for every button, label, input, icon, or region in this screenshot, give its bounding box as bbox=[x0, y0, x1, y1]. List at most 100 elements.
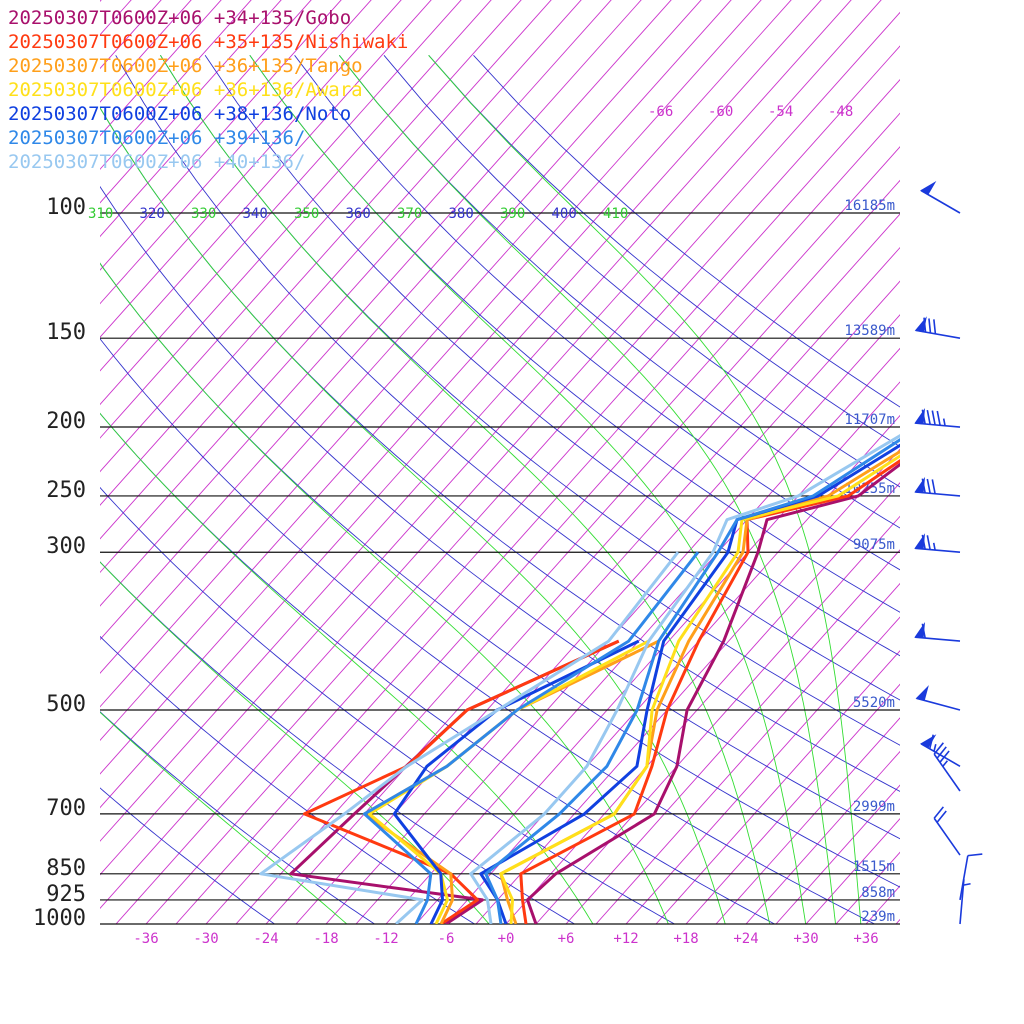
legend-entry: 20250307T0600Z+06 +36+135/Tango bbox=[8, 55, 363, 77]
wind-barb-flag bbox=[928, 318, 932, 334]
dewpoint-profile-line bbox=[302, 639, 620, 924]
theta-label: 370 bbox=[397, 206, 422, 222]
isotherm-top-label: -48 bbox=[828, 104, 853, 120]
isotherm-line bbox=[295, 246, 900, 924]
wind-barb-flag bbox=[921, 478, 926, 494]
temperature-profile-line bbox=[499, 449, 900, 924]
height-label: 13589m bbox=[844, 323, 895, 339]
wind-barb-flag bbox=[936, 746, 947, 759]
wind-barb-flag bbox=[928, 734, 935, 749]
dry-adiabat-line bbox=[100, 635, 476, 924]
wind-barb-pennant bbox=[915, 685, 929, 702]
wind-barb-flag bbox=[926, 478, 931, 494]
theta-label: 350 bbox=[294, 206, 319, 222]
height-label: 239m bbox=[861, 909, 895, 925]
theta-label: 380 bbox=[449, 206, 474, 222]
x-tick-label: -12 bbox=[373, 931, 398, 947]
dry-adiabat-line bbox=[115, 55, 900, 746]
wind-barb-flag bbox=[923, 317, 927, 333]
wind-barb-flag bbox=[936, 810, 947, 823]
wind-barb-half-flag bbox=[932, 542, 936, 551]
legend-entry: 20250307T0600Z+06 +39+136/ bbox=[8, 127, 305, 149]
moist-adiabat-line bbox=[100, 711, 348, 924]
moist-adiabat-line bbox=[100, 561, 490, 924]
moist-adiabat-line bbox=[338, 55, 836, 924]
temperature-profile-line bbox=[499, 454, 900, 924]
wind-barb-flag bbox=[939, 750, 950, 763]
isotherm-line bbox=[565, 549, 900, 924]
isotherm-line bbox=[475, 448, 900, 924]
isotherm-line bbox=[655, 650, 900, 924]
dry-adiabat-line bbox=[338, 55, 900, 529]
isotherm-top-label: -60 bbox=[708, 104, 733, 120]
temperature-profile-line bbox=[519, 458, 900, 924]
pressure-tick-label: 150 bbox=[46, 320, 86, 345]
moist-adiabat-line bbox=[100, 262, 669, 924]
legend-entry: 20250307T0600Z+06 +34+135/Gobo bbox=[8, 7, 351, 29]
x-tick-label: +18 bbox=[673, 931, 698, 947]
wind-barb-shaft bbox=[933, 753, 961, 792]
legend-entry: 20250307T0600Z+06 +35+135/Nishiwaki bbox=[8, 31, 408, 53]
dry-adiabat-line bbox=[249, 55, 900, 613]
theta-label: 360 bbox=[346, 206, 371, 222]
wind-barb-shaft bbox=[959, 855, 969, 901]
temperature-profile-line bbox=[469, 434, 900, 924]
wind-barb-flag bbox=[936, 410, 941, 426]
wind-barb-half-flag bbox=[942, 760, 949, 767]
legend-entry: 20250307T0600Z+06 +40+136/ bbox=[8, 151, 305, 173]
pressure-tick-label: 300 bbox=[46, 534, 86, 559]
dry-adiabat-line bbox=[100, 711, 376, 924]
height-label: 9075m bbox=[853, 537, 895, 553]
dewpoint-profile-line bbox=[367, 639, 650, 924]
dewpoint-profile-line bbox=[362, 551, 700, 924]
pressure-tick-label: 200 bbox=[46, 409, 86, 434]
moist-adiabat-line bbox=[249, 55, 807, 924]
wind-barb-half-flag bbox=[942, 418, 946, 426]
theta-label: 310 bbox=[88, 206, 113, 222]
isotherm-line bbox=[505, 482, 900, 924]
height-label: 5520m bbox=[853, 695, 895, 711]
wind-barbs bbox=[914, 180, 983, 925]
x-tick-label: +0 bbox=[498, 931, 515, 947]
pressure-tick-label: 700 bbox=[46, 796, 86, 821]
x-tick-label: -6 bbox=[438, 931, 455, 947]
height-label: 1515m bbox=[853, 859, 895, 875]
legend: 20250307T0600Z+06 +34+135/Gobo20250307T0… bbox=[8, 7, 408, 173]
height-label: 858m bbox=[861, 885, 895, 901]
x-tick-label: +12 bbox=[613, 931, 638, 947]
pressure-tick-label: 1000 bbox=[33, 906, 86, 931]
dry-adiabat-line bbox=[100, 561, 576, 924]
theta-label: 390 bbox=[500, 206, 525, 222]
x-tick-label: +30 bbox=[793, 931, 818, 947]
dry-adiabat-line bbox=[294, 55, 900, 571]
isotherm-line bbox=[325, 280, 900, 924]
pressure-tick-label: 850 bbox=[46, 856, 86, 881]
wind-barb-flag bbox=[931, 479, 936, 494]
wind-barb-flag bbox=[933, 806, 944, 819]
pressure-level-lines bbox=[100, 212, 900, 925]
theta-label: 330 bbox=[191, 206, 216, 222]
wind-barb-shaft bbox=[933, 817, 961, 856]
isotherm-line bbox=[595, 582, 900, 924]
temperature-profile-line bbox=[479, 443, 900, 924]
isotherm-line bbox=[685, 683, 900, 924]
wind-barb-flag bbox=[926, 535, 931, 550]
theta-label: 340 bbox=[243, 206, 268, 222]
isotherm-top-label: -66 bbox=[648, 104, 673, 120]
x-tick-label: -24 bbox=[253, 931, 278, 947]
temperature-profile-line bbox=[484, 438, 900, 924]
dry-adiabat-line bbox=[428, 55, 900, 448]
dry-adiabat-line bbox=[100, 106, 900, 792]
x-tick-label: -18 bbox=[313, 931, 338, 947]
isotherm-line bbox=[805, 818, 900, 924]
wind-barb-half-flag bbox=[933, 744, 937, 752]
dry-adiabat-line bbox=[204, 55, 900, 657]
isotherm-top-label: -54 bbox=[768, 104, 793, 120]
x-tick-labels: -36 -30 -24 -18 -12 -6 +0 +6 +12 +18 +24 +30 +36 bbox=[133, 931, 878, 947]
x-tick-label: +24 bbox=[733, 931, 758, 947]
height-label: 11707m bbox=[844, 412, 895, 428]
theta-label: 410 bbox=[603, 206, 628, 222]
isotherm-line bbox=[625, 616, 900, 924]
legend-entry: 20250307T0600Z+06 +38+136/Noto bbox=[8, 103, 351, 125]
dewpoint-profile-line bbox=[259, 551, 680, 924]
